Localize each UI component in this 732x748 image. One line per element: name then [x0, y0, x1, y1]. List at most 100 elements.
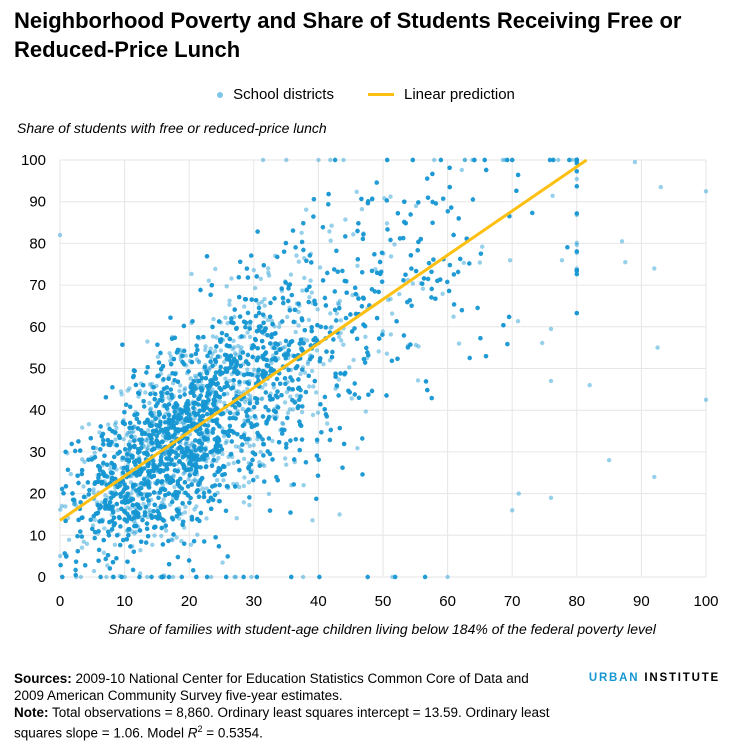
data-point: [570, 157, 575, 163]
data-point: [292, 459, 297, 465]
data-point: [217, 399, 223, 404]
data-point: [231, 378, 236, 383]
x-tick-label: 30: [245, 593, 262, 610]
data-point: [182, 469, 187, 475]
x-tick-label: 100: [693, 593, 718, 610]
data-point: [284, 462, 289, 467]
data-point: [298, 345, 303, 350]
data-point: [63, 554, 69, 559]
data-point: [574, 158, 579, 164]
data-point: [157, 412, 162, 417]
data-point: [335, 384, 340, 389]
data-point: [515, 319, 521, 324]
data-point: [103, 493, 108, 498]
data-point: [316, 157, 321, 163]
data-point: [232, 574, 237, 580]
data-point: [141, 476, 147, 481]
data-point: [299, 230, 304, 235]
data-point: [259, 329, 264, 334]
data-point: [129, 474, 134, 479]
data-point: [334, 311, 339, 316]
data-point: [255, 370, 260, 375]
data-point: [134, 473, 140, 478]
data-point: [146, 471, 152, 477]
data-point: [193, 478, 198, 484]
data-point: [266, 491, 272, 497]
data-point: [312, 378, 317, 384]
data-point: [121, 437, 126, 442]
data-point: [129, 491, 134, 496]
data-point: [232, 351, 238, 356]
data-point: [205, 455, 210, 461]
data-point: [232, 345, 237, 350]
data-point: [166, 424, 171, 430]
data-point: [129, 529, 135, 534]
data-point: [349, 396, 354, 401]
data-point: [147, 507, 152, 513]
data-point: [81, 539, 86, 544]
data-point: [194, 375, 199, 380]
data-point: [314, 338, 319, 343]
data-point: [254, 274, 259, 279]
y-tick-label: 90: [29, 194, 46, 211]
data-point: [187, 468, 192, 474]
data-point: [296, 259, 301, 264]
data-point: [94, 500, 100, 505]
data-point: [304, 207, 309, 212]
data-point: [204, 516, 209, 521]
data-point: [93, 446, 99, 451]
data-point: [213, 401, 219, 406]
data-point: [177, 388, 182, 394]
data-point: [165, 448, 170, 453]
legend-dot-icon: [217, 91, 224, 98]
data-point: [216, 319, 222, 324]
data-point: [162, 451, 168, 456]
data-point: [191, 389, 196, 394]
legend-line-icon: [367, 93, 394, 96]
data-point: [127, 429, 132, 435]
data-point: [112, 489, 118, 494]
data-point: [420, 281, 425, 286]
data-point: [200, 454, 205, 459]
data-point: [130, 513, 136, 518]
data-point: [266, 270, 271, 275]
data-point: [314, 390, 319, 395]
data-point: [574, 157, 579, 163]
data-point: [307, 353, 313, 358]
data-point: [196, 359, 202, 364]
data-point: [311, 384, 316, 389]
data-point: [203, 447, 208, 452]
data-point: [278, 428, 283, 433]
data-point: [112, 542, 118, 547]
data-point: [166, 422, 172, 428]
data-point: [95, 473, 100, 478]
data-point: [284, 389, 290, 395]
data-point: [209, 355, 214, 360]
data-point: [210, 334, 216, 339]
data-point: [320, 278, 326, 283]
data-point: [147, 510, 152, 515]
data-point: [461, 260, 466, 265]
data-point: [248, 397, 253, 402]
data-point: [176, 406, 181, 412]
data-point: [252, 367, 257, 372]
data-point: [171, 393, 176, 399]
data-point: [574, 157, 579, 163]
data-point: [370, 196, 375, 201]
data-point: [293, 329, 298, 335]
data-point: [191, 470, 196, 475]
legend-label: Linear prediction: [403, 86, 515, 103]
data-point: [458, 256, 463, 262]
x-tick-label: 60: [439, 593, 456, 610]
data-point: [355, 293, 360, 298]
data-point: [307, 384, 312, 389]
data-point: [144, 450, 149, 455]
data-point: [186, 446, 191, 452]
data-point: [72, 499, 78, 505]
data-point: [445, 574, 450, 580]
data-point: [183, 363, 189, 368]
data-point: [246, 480, 252, 485]
data-point: [167, 433, 172, 438]
data-point: [285, 314, 290, 320]
data-point: [199, 434, 204, 439]
